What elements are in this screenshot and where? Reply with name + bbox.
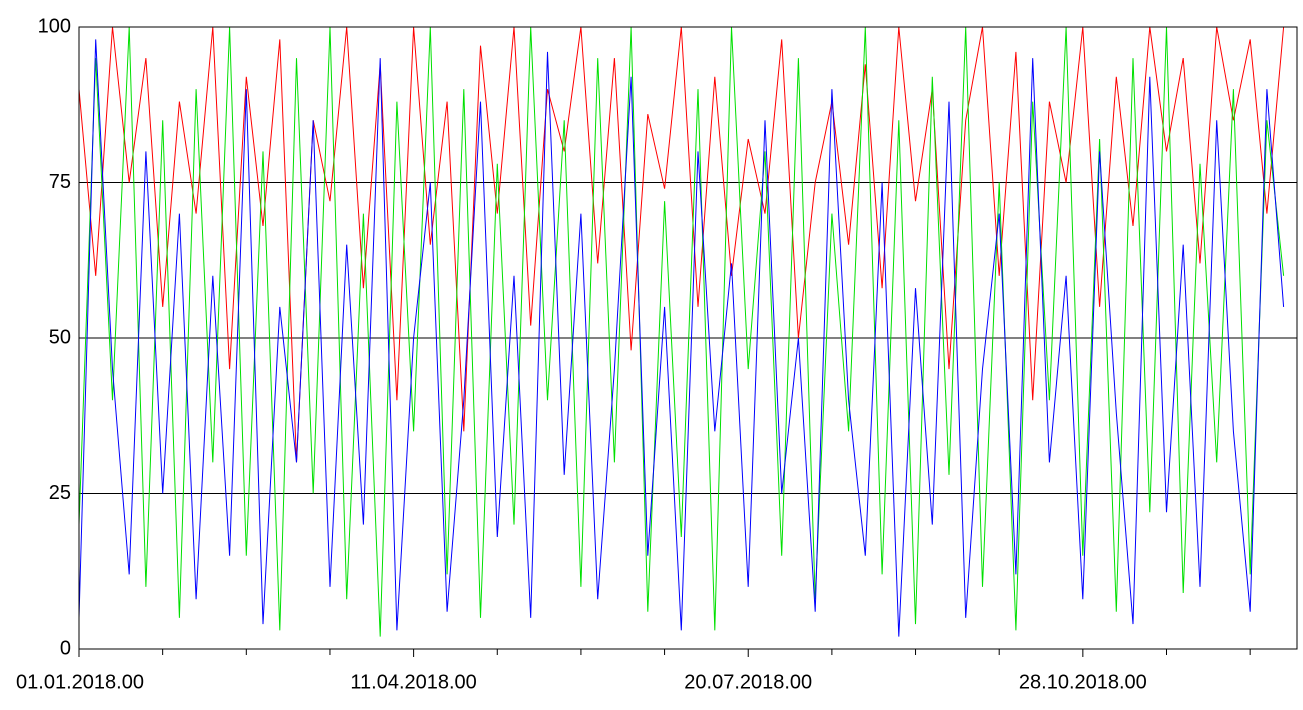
- y-tick-label: 25: [49, 482, 71, 504]
- y-tick-label: 0: [60, 637, 71, 659]
- y-tick-label: 100: [38, 15, 71, 37]
- x-tick-label: 20.07.2018.00: [684, 671, 812, 693]
- x-tick-label: 28.10.2018.00: [1019, 671, 1147, 693]
- series-line: [78, 26, 1285, 637]
- series-line: [78, 39, 1285, 637]
- y-tick-label: 50: [49, 326, 71, 348]
- axes: 0 25 50 75 100 01.01.2018.00 11.04.2018.00 20.0…: [16, 15, 1298, 693]
- y-tick-label: 75: [49, 171, 71, 193]
- x-tick-label: 11.04.2018.00: [350, 671, 476, 693]
- plot-frame: [78, 26, 1298, 650]
- x-tick-label: 01.01.2018.00: [16, 671, 144, 693]
